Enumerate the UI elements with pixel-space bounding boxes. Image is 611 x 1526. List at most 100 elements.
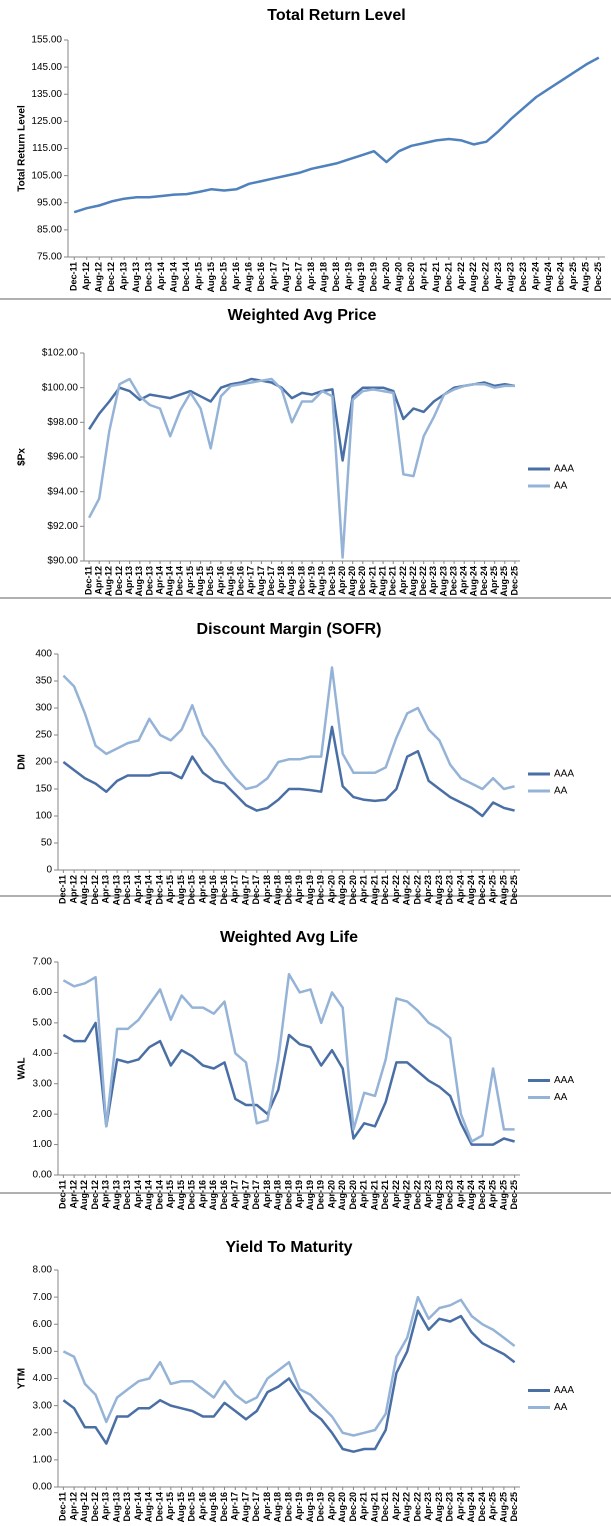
x-tick-label: Apr-15 [165,875,175,904]
x-tick-label: Apr-18 [262,875,272,904]
x-tick-label: Dec-12 [114,566,124,596]
x-tick-label: Dec-17 [251,1492,261,1522]
x-tick-label: Apr-25 [489,566,499,595]
x-tick-label: Dec-11 [58,875,68,904]
y-tick-label: 1.00 [33,1455,53,1466]
y-tick-label: 95.00 [37,197,62,208]
x-tick-label: Aug-18 [286,566,296,597]
x-tick-label: Aug-13 [111,875,121,906]
x-tick-label: Apr-19 [343,262,353,291]
x-tick-label: Aug-16 [208,1180,218,1211]
x-tick-label: Apr-20 [326,875,336,904]
x-tick-label: Aug-13 [131,262,141,293]
x-tick-label: Dec-17 [251,1180,261,1210]
y-tick-label: 150 [35,784,52,795]
x-tick-label: Dec-23 [518,262,528,292]
x-tick-label: Apr-22 [391,1180,401,1209]
x-tick-label: Aug-13 [111,1492,121,1523]
x-tick-label: Aug-23 [434,1180,444,1211]
x-tick-label: Aug-22 [408,566,418,597]
y-axis-label: DM [17,754,28,770]
x-tick-label: Dec-13 [144,566,154,596]
y-tick-label: 85.00 [37,225,62,236]
x-tick-label: Apr-12 [68,1180,78,1209]
x-tick-label: Apr-15 [185,566,195,595]
x-tick-label: Aug-21 [369,875,379,906]
x-tick-label: Dec-21 [443,262,453,292]
y-tick-label: 5.00 [33,1017,53,1028]
x-tick-label: Dec-15 [187,875,197,905]
x-tick-label: Aug-17 [256,566,266,597]
y-tick-label: 7.00 [33,1292,53,1303]
x-tick-label: Dec-25 [509,1180,519,1210]
x-tick-label: Aug-12 [79,1180,89,1211]
x-tick-label: Aug-25 [498,1492,508,1523]
x-tick-label: Dec-18 [331,262,341,292]
x-tick-label: Apr-17 [246,566,256,595]
y-tick-label: 5.00 [33,1346,53,1357]
x-tick-label: Dec-19 [316,1492,326,1522]
x-tick-label: Dec-16 [219,1180,229,1210]
x-tick-label: Apr-21 [367,566,377,595]
x-tick-label: Dec-14 [181,262,191,292]
x-tick-label: Apr-22 [391,875,401,904]
x-tick-label: Dec-23 [445,1180,455,1210]
y-tick-label: 125.00 [31,116,62,127]
y-tick-label: $94.00 [47,486,78,497]
legend-label: AA [554,481,568,492]
x-tick-label: Aug-18 [273,1492,283,1523]
x-tick-label: Aug-17 [240,1180,250,1211]
x-tick-label: Apr-18 [306,262,316,291]
x-tick-label: Aug-25 [498,875,508,906]
x-tick-label: Apr-22 [391,1492,401,1521]
y-axis-label: YTM [17,1368,28,1389]
x-tick-label: Dec-12 [90,1180,100,1210]
x-tick-label: Apr-25 [568,262,578,291]
x-tick-label: Apr-21 [359,1180,369,1209]
x-tick-label: Dec-17 [293,262,303,292]
x-tick-label: Dec-18 [283,1492,293,1522]
x-tick-label: Apr-23 [423,1492,433,1521]
x-tick-label: Dec-21 [380,875,390,905]
x-tick-label: Aug-14 [165,566,175,597]
x-tick-label: Aug-15 [195,566,205,597]
y-tick-label: 1.00 [33,1139,53,1150]
x-tick-label: Apr-18 [276,566,286,595]
x-tick-label: Aug-15 [176,875,186,906]
x-tick-label: Aug-22 [402,1492,412,1523]
series-line [62,1295,516,1437]
x-tick-label: Aug-18 [273,1180,283,1211]
x-tick-label: Dec-19 [316,875,326,905]
x-tick-label: Aug-23 [434,1492,444,1523]
x-tick-label: Apr-13 [124,566,134,595]
x-tick-label: Aug-22 [468,262,478,293]
x-tick-label: Apr-13 [101,1180,111,1209]
x-tick-label: Apr-23 [493,262,503,291]
x-tick-label: Dec-16 [219,875,229,905]
x-tick-label: Aug-19 [305,875,315,906]
y-tick-label: 6.00 [33,987,53,998]
x-tick-label: Aug-24 [469,566,479,597]
x-tick-label: Apr-18 [262,1180,272,1209]
x-tick-label: Dec-19 [368,262,378,292]
x-tick-label: Aug-14 [144,1492,154,1523]
x-tick-label: Aug-25 [499,566,509,597]
x-tick-label: Apr-17 [230,1180,240,1209]
x-tick-label: Apr-22 [456,262,466,291]
x-tick-label: Apr-21 [359,875,369,904]
x-tick-label: Dec-21 [380,1492,390,1522]
x-tick-label: Dec-25 [509,566,519,596]
y-tick-label: 200 [35,757,52,768]
x-tick-label: Aug-20 [393,262,403,293]
x-tick-label: Dec-20 [357,566,367,596]
x-tick-label: Aug-25 [498,1180,508,1211]
x-tick-label: Dec-20 [348,875,358,905]
x-tick-label: Apr-13 [119,262,129,291]
x-tick-label: Apr-14 [154,566,164,595]
x-tick-label: Aug-16 [225,566,235,597]
x-tick-label: Apr-21 [359,1492,369,1521]
y-tick-label: 300 [35,703,52,714]
x-tick-label: Dec-21 [388,566,398,596]
y-tick-label: 155.00 [31,35,62,46]
